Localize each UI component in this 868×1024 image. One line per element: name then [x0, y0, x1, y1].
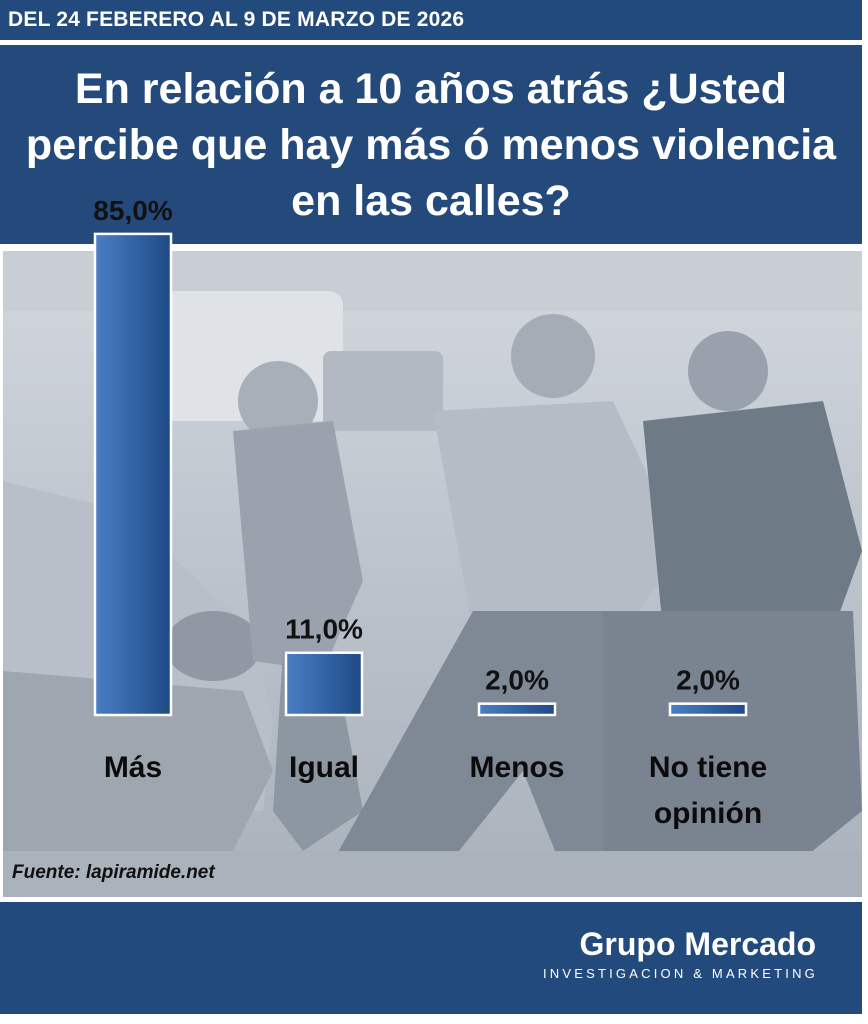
question-banner: En relación a 10 años atrás ¿Usted perci… [0, 45, 862, 244]
category-label-2: Menos [469, 751, 564, 784]
date-banner: DEL 24 FEBERERO AL 9 DE MARZO DE 2026 [0, 0, 862, 40]
brand-tagline: INVESTIGACION & MARKETING [542, 966, 818, 981]
category-labels: Más Igual Menos No tiene opinión [104, 751, 767, 830]
bar-2 [477, 702, 557, 717]
brand-footer: Grupo Mercado INVESTIGACION & MARKETING [0, 902, 862, 1014]
category-label-3-line-0: No tiene [649, 751, 767, 784]
category-label-3-line-1: opinión [654, 797, 762, 830]
survey-question: En relación a 10 años atrás ¿Usted perci… [25, 64, 837, 225]
value-labels: 85,0% 11,0% 2,0% 2,0% [93, 195, 740, 696]
bar-1 [284, 651, 364, 717]
category-label-1: Igual [289, 751, 359, 784]
source-note: Fuente: lapiramide.net [12, 862, 215, 883]
value-label-0: 85,0% [93, 195, 172, 226]
category-label-0: Más [104, 751, 162, 784]
value-label-1: 11,0% [285, 614, 363, 645]
value-label-2: 2,0% [485, 665, 549, 696]
bar-series [93, 232, 748, 717]
date-range: DEL 24 FEBERERO AL 9 DE MARZO DE 2026 [8, 8, 465, 31]
bar-0 [93, 232, 173, 717]
bar-3 [668, 702, 748, 717]
value-label-3: 2,0% [676, 665, 740, 696]
brand-name: Grupo Mercado [579, 926, 816, 962]
